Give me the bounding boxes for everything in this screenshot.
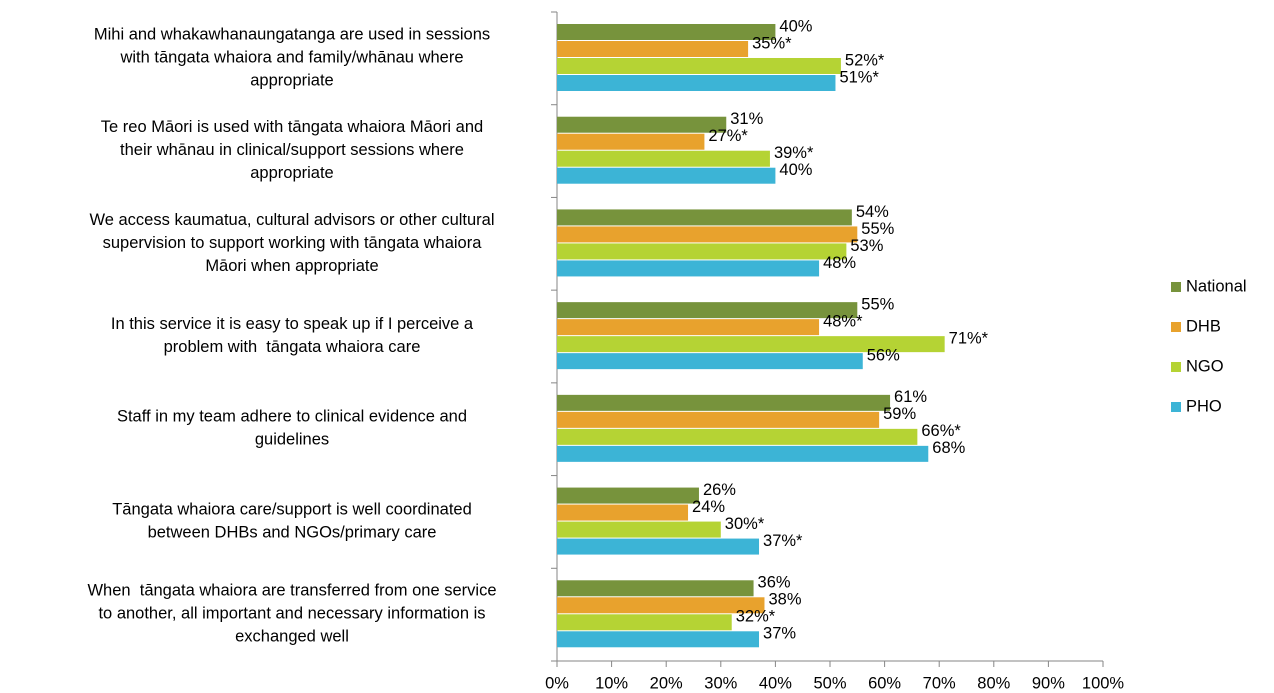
- bar: [557, 209, 852, 226]
- category-label: When tāngata whaiora are transferred fro…: [87, 582, 496, 646]
- x-tick-label: 50%: [813, 674, 846, 692]
- x-tick-label: 70%: [923, 674, 956, 692]
- x-tick-label: 0%: [545, 674, 569, 692]
- bar: [557, 597, 765, 614]
- value-label: 59%: [883, 405, 916, 423]
- bar: [557, 260, 820, 277]
- value-label: 35%*: [752, 34, 792, 52]
- category-label: Staff in my team adhere to clinical evid…: [117, 408, 467, 449]
- bar: [557, 353, 863, 370]
- legend-label: National: [1186, 277, 1247, 295]
- value-label: 32%*: [736, 608, 776, 626]
- value-label: 68%: [932, 439, 965, 457]
- value-label: 48%*: [823, 313, 863, 331]
- bar: [557, 243, 847, 260]
- bar: [557, 538, 760, 555]
- legend-swatch: [1171, 362, 1181, 372]
- bar: [557, 394, 891, 411]
- bar: [557, 150, 770, 167]
- legend-label: PHO: [1186, 397, 1222, 415]
- value-label: 53%: [850, 237, 883, 255]
- category-label: Te reo Māori is used with tāngata whaior…: [101, 118, 483, 182]
- legend-swatch: [1171, 282, 1181, 292]
- bar: [557, 521, 721, 538]
- x-tick-label: 100%: [1082, 674, 1125, 692]
- value-label: 52%*: [845, 51, 885, 69]
- value-label: 51%*: [839, 68, 879, 86]
- value-label: 54%: [856, 203, 889, 221]
- category-label: Tāngata whaiora care/support is well coo…: [112, 501, 472, 542]
- x-tick-label: 40%: [759, 674, 792, 692]
- bar: [557, 445, 929, 462]
- bar: [557, 75, 836, 91]
- bar: [557, 428, 918, 445]
- value-label: 56%: [867, 347, 900, 365]
- value-label: 24%: [692, 498, 725, 516]
- value-label: 37%: [763, 625, 796, 643]
- legend-label: DHB: [1186, 317, 1221, 335]
- x-tick-label: 80%: [977, 674, 1010, 692]
- bar: [557, 133, 705, 150]
- value-label: 48%: [823, 254, 856, 272]
- value-label: 61%: [894, 388, 927, 406]
- category-label: Mihi and whakawhanaungatanga are used in…: [94, 26, 490, 90]
- bar: [557, 487, 699, 504]
- x-tick-label: 10%: [595, 674, 628, 692]
- x-tick-label: 20%: [650, 674, 683, 692]
- legend-swatch: [1171, 402, 1181, 412]
- bar: [557, 167, 776, 184]
- bar: [557, 226, 858, 243]
- value-label: 36%: [758, 574, 791, 592]
- bar: [557, 319, 820, 336]
- bar: [557, 58, 841, 74]
- value-label: 40%: [779, 17, 812, 35]
- value-label: 26%: [703, 481, 736, 499]
- value-label: 31%: [730, 110, 763, 128]
- legend-label: NGO: [1186, 357, 1224, 375]
- bar: [557, 411, 880, 428]
- value-label: 71%*: [949, 330, 989, 348]
- bar: [557, 580, 754, 597]
- bar: [557, 116, 727, 133]
- bar: [557, 631, 760, 648]
- value-label: 27%*: [708, 127, 748, 145]
- category-label: We access kaumatua, cultural advisors or…: [89, 211, 494, 275]
- bar: [557, 41, 749, 57]
- legend-swatch: [1171, 322, 1181, 332]
- x-tick-label: 90%: [1032, 674, 1065, 692]
- value-label: 38%: [768, 591, 801, 609]
- x-tick-label: 30%: [704, 674, 737, 692]
- value-label: 40%: [779, 161, 812, 179]
- category-label: In this service it is easy to speak up i…: [111, 315, 474, 356]
- bar: [557, 302, 858, 319]
- bar: [557, 24, 776, 40]
- value-label: 66%*: [921, 422, 961, 440]
- value-label: 39%*: [774, 144, 814, 162]
- value-label: 30%*: [725, 515, 765, 533]
- bar: [557, 504, 689, 521]
- value-label: 37%*: [763, 532, 803, 550]
- bar: [557, 614, 732, 631]
- value-label: 55%: [861, 220, 894, 238]
- x-tick-label: 60%: [868, 674, 901, 692]
- bar: [557, 336, 945, 353]
- value-label: 55%: [861, 296, 894, 314]
